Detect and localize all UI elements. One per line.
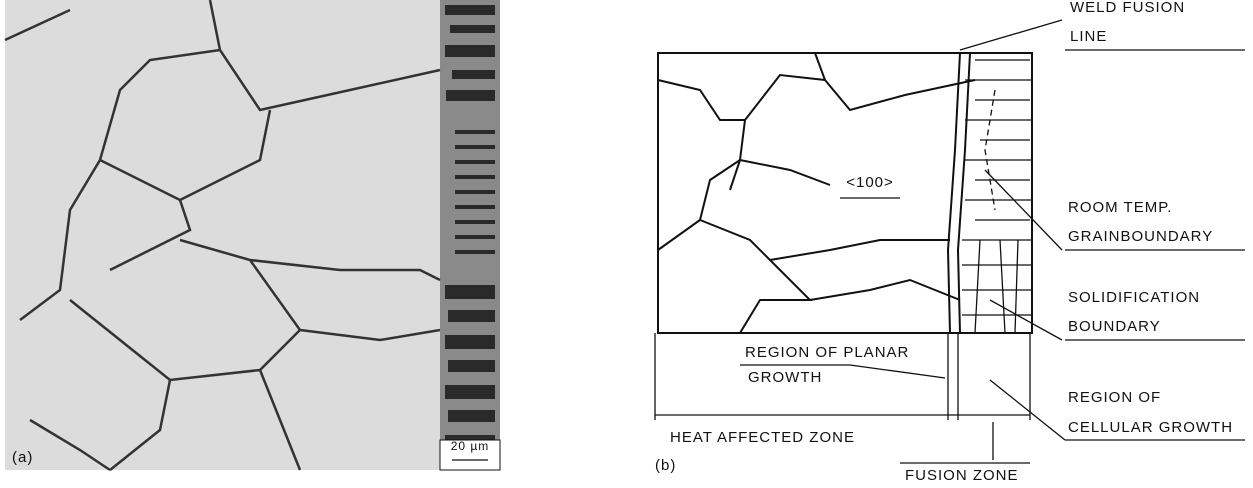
annotation: GRAINBOUNDARY xyxy=(1068,228,1213,245)
annotation: ROOM TEMP. xyxy=(1068,199,1172,216)
orientation-label: <100> xyxy=(846,174,894,191)
panel-label: (b) xyxy=(655,457,676,474)
annotation: SOLIDIFICATION xyxy=(1068,289,1200,306)
schematic: <100> WELD FUSION LINE ROOM TEMP. GRAINB… xyxy=(654,0,1245,484)
scale-bar-label: 20 µm xyxy=(451,439,490,453)
panel-label: (a) xyxy=(12,449,33,466)
annotation: CELLULAR GROWTH xyxy=(1068,419,1233,436)
annotation: GROWTH xyxy=(748,369,822,386)
annotation: FUSION ZONE xyxy=(905,467,1019,484)
annotation: BOUNDARY xyxy=(1068,318,1161,335)
annotation: HEAT AFFECTED ZONE xyxy=(670,429,855,446)
annotation: LINE xyxy=(1070,28,1107,45)
annotation: REGION OF xyxy=(1068,389,1161,406)
annotation: REGION OF PLANAR xyxy=(745,344,909,361)
annotation: WELD FUSION xyxy=(1070,0,1185,16)
micrograph: 20 µm (a) xyxy=(4,0,501,472)
